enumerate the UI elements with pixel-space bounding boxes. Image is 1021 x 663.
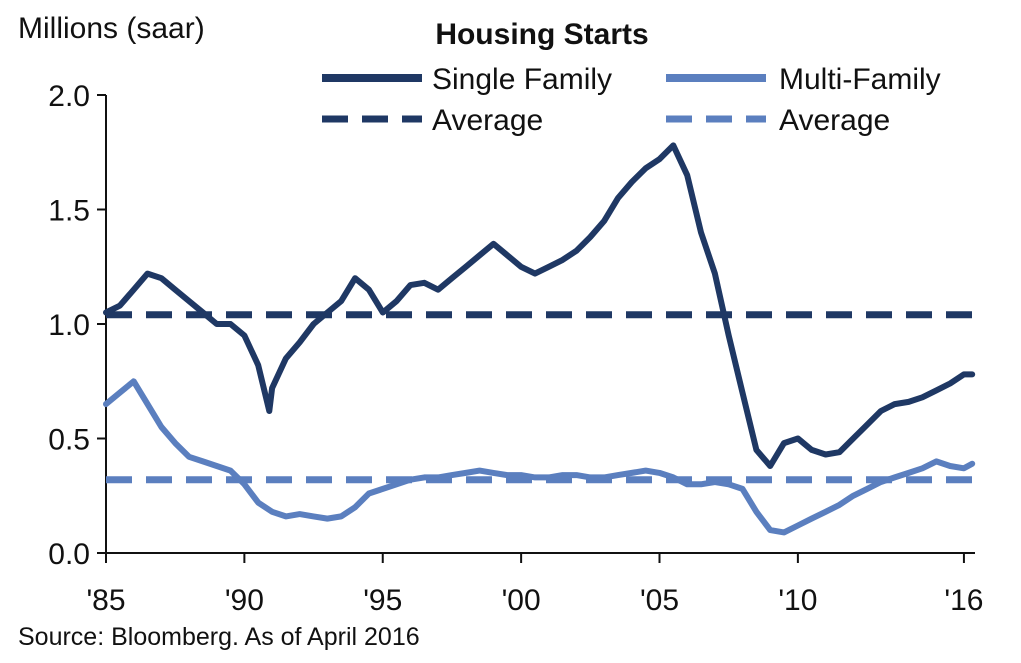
legend-label-single-average: Average	[432, 104, 543, 137]
y-tick-label: 0.5	[48, 424, 90, 457]
y-axis-ticks: 0.0 0.5 1.0 1.5 2.0	[48, 80, 106, 571]
legend: Single Family Multi-Family Average Avera…	[322, 63, 941, 137]
legend-label-single-family: Single Family	[432, 63, 612, 96]
chart-title: Housing Starts	[435, 18, 648, 51]
y-tick-label: 1.0	[48, 309, 90, 342]
series-line-multi-family	[103, 378, 976, 536]
x-tick-label: '00	[502, 584, 541, 617]
y-tick-label: 1.5	[48, 195, 90, 228]
x-tick-label: '05	[640, 584, 679, 617]
x-tick-label: '16	[944, 584, 983, 617]
y-tick-label: 2.0	[48, 80, 90, 113]
plot-area: 0.0 0.5 1.0 1.5 2.0 '85 '90 '95 '00 '05 '10 '16	[48, 80, 983, 617]
legend-label-multi-family: Multi-Family	[779, 63, 941, 96]
legend-label-multi-average: Average	[779, 104, 890, 137]
x-axis-ticks: '85 '90 '95 '00 '05 '10 '16	[86, 553, 983, 617]
source-note: Source: Bloomberg. As of April 2016	[18, 623, 420, 651]
x-tick-label: '95	[363, 584, 402, 617]
series-line-single-family	[103, 142, 976, 469]
x-tick-label: '90	[225, 584, 264, 617]
y-tick-label: 0.0	[48, 538, 90, 571]
x-tick-label: '85	[86, 584, 125, 617]
y-unit-label: Millions (saar)	[18, 12, 205, 45]
x-tick-label: '10	[778, 584, 817, 617]
series-lines	[103, 142, 976, 536]
